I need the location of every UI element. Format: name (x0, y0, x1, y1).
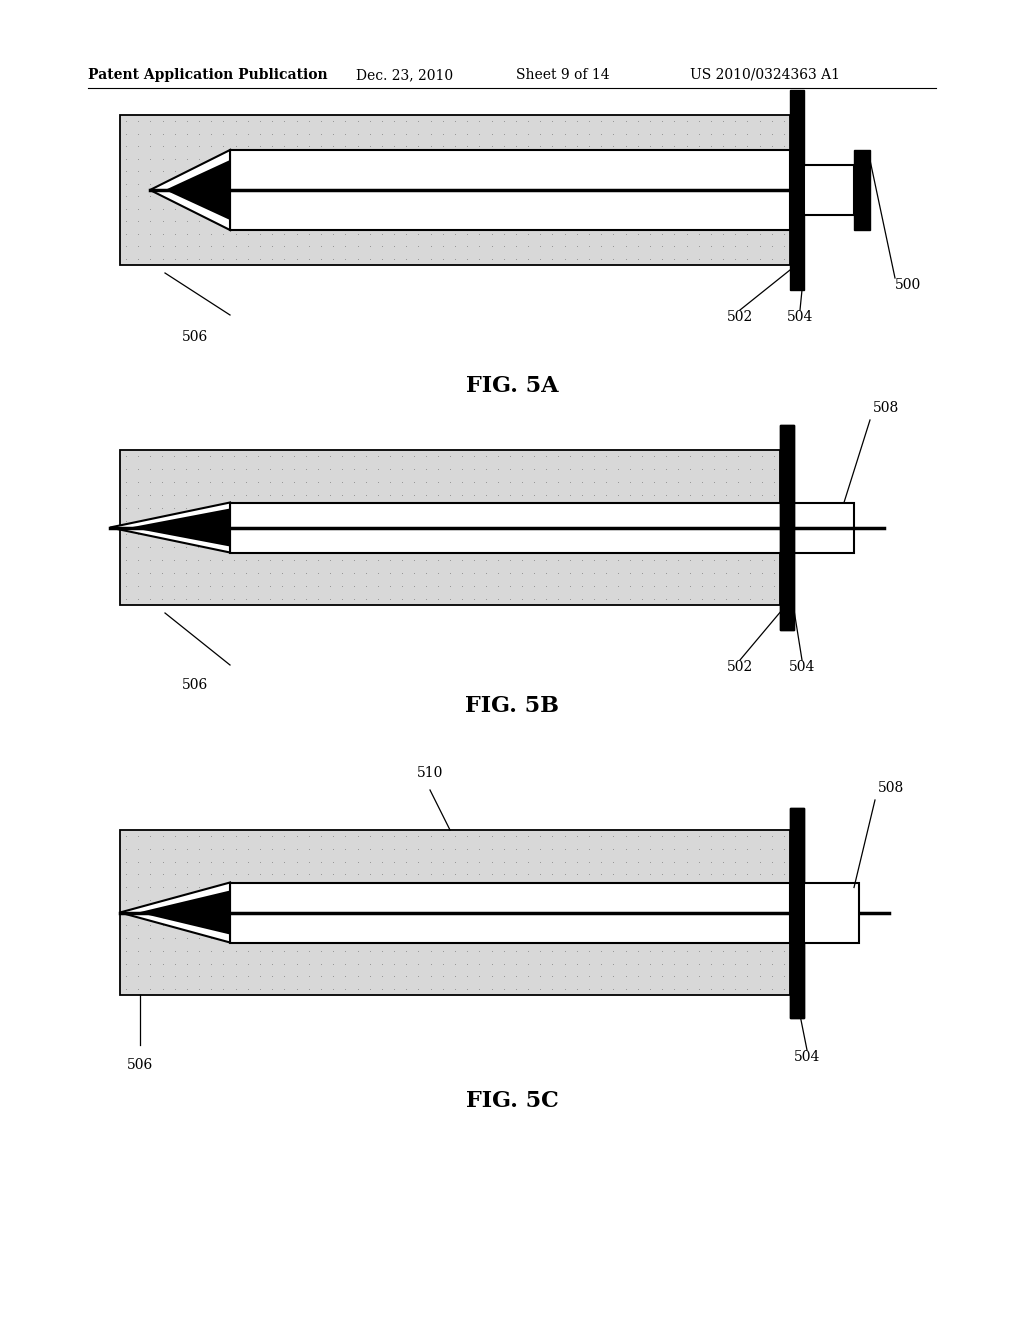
Text: Sheet 9 of 14: Sheet 9 of 14 (516, 69, 609, 82)
Text: 502: 502 (727, 660, 753, 675)
Bar (120, 830, 790, 995)
Bar (780, 425, 794, 630)
Bar (804, 165, 854, 215)
Bar (790, 90, 804, 290)
Bar (854, 150, 870, 230)
Bar (790, 808, 804, 1018)
Text: FIG. 5A: FIG. 5A (466, 375, 558, 397)
Bar (780, 425, 794, 630)
Bar (790, 808, 804, 1018)
Text: 506: 506 (127, 1059, 154, 1072)
Bar (120, 830, 790, 995)
Text: FIG. 5C: FIG. 5C (466, 1090, 558, 1111)
Bar (120, 115, 790, 265)
Text: 504: 504 (788, 660, 815, 675)
Text: 502: 502 (727, 310, 753, 323)
Polygon shape (120, 883, 230, 942)
Bar (120, 450, 780, 605)
Bar (230, 883, 790, 942)
Text: Patent Application Publication: Patent Application Publication (88, 69, 328, 82)
Polygon shape (138, 891, 230, 935)
Text: Dec. 23, 2010: Dec. 23, 2010 (356, 69, 454, 82)
Text: 506: 506 (182, 678, 208, 692)
Bar (120, 115, 790, 265)
Bar (230, 150, 790, 230)
Text: 508: 508 (873, 401, 899, 414)
Bar (230, 503, 854, 553)
Text: 500: 500 (895, 279, 922, 292)
Polygon shape (165, 160, 230, 220)
Text: 508: 508 (878, 781, 904, 795)
Text: US 2010/0324363 A1: US 2010/0324363 A1 (690, 69, 840, 82)
Polygon shape (150, 150, 230, 230)
Bar (804, 883, 859, 942)
Text: FIG. 5B: FIG. 5B (465, 696, 559, 717)
Text: 504: 504 (794, 1049, 820, 1064)
Polygon shape (110, 503, 230, 553)
Polygon shape (130, 508, 230, 546)
Text: 506: 506 (182, 330, 208, 345)
Text: 510: 510 (417, 766, 443, 780)
Text: 504: 504 (786, 310, 813, 323)
Bar (120, 450, 780, 605)
